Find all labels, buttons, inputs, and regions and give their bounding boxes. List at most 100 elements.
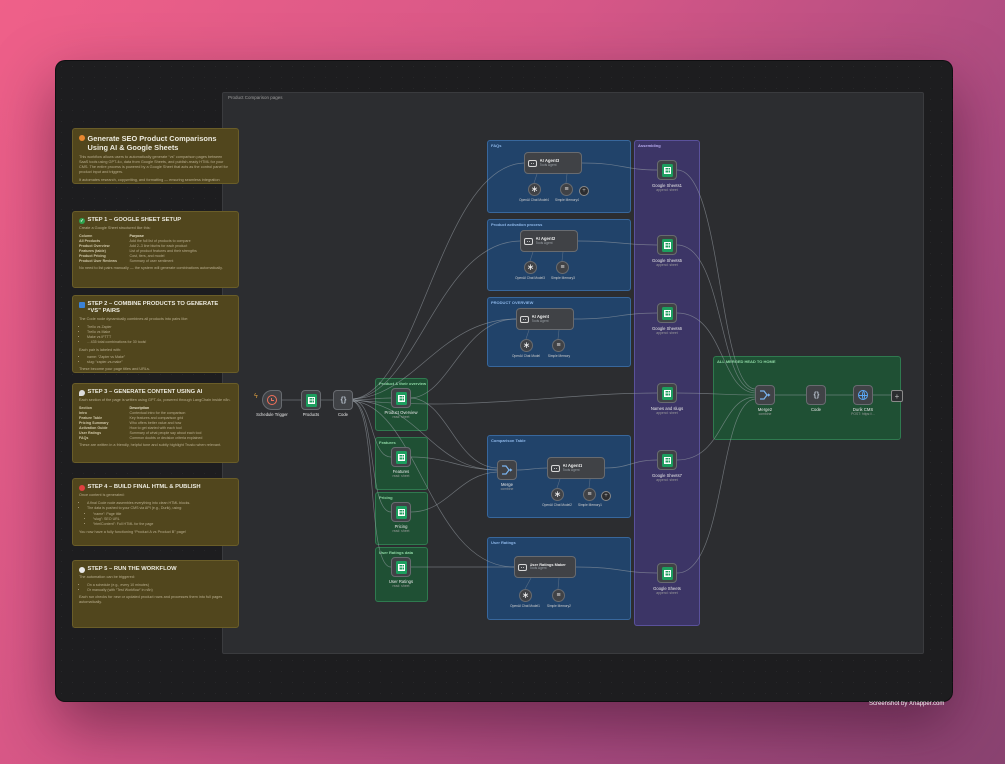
memory-icon — [560, 264, 564, 271]
node-label: Names and slugs append: sheet — [650, 406, 684, 416]
group-label: Features — [379, 440, 396, 445]
openai-icon — [554, 490, 562, 499]
sticky-note-step3[interactable]: STEP 3 – GENERATE CONTENT USING AI Each … — [72, 383, 239, 463]
sticky-note-step2[interactable]: STEP 2 – COMBINE PRODUCTS TO GENERATE “V… — [72, 295, 239, 373]
node-label: Durik CMS POST: https://... — [851, 407, 875, 417]
group-label: FAQs — [491, 143, 502, 148]
node-google-sheets[interactable] — [657, 563, 677, 583]
node-label: Google Sheets append: sheet — [653, 586, 681, 596]
speech-bubble-icon — [79, 390, 85, 396]
note-title: STEP 1 – GOOGLE SHEET SETUP — [79, 217, 232, 224]
node-google-sheets1[interactable] — [657, 160, 677, 180]
memory-icon — [556, 342, 560, 349]
clock-icon — [267, 395, 277, 405]
table-header-row: Section Description — [79, 405, 150, 410]
node-google-sheets6[interactable] — [657, 303, 677, 323]
table-row: FAQs Common doubts or decision criteria e… — [79, 435, 203, 440]
table-row: Product User Reviews Summary of user sent… — [79, 258, 174, 263]
group-product-overview-data[interactable]: Product & their overview — [375, 378, 428, 431]
sticky-note-intro[interactable]: Generate SEO Product Comparisons Using A… — [72, 128, 239, 184]
node-user-ratings[interactable] — [391, 557, 411, 577]
node-simple-memory2[interactable] — [552, 589, 565, 602]
node-merge2[interactable] — [755, 385, 775, 405]
node-label: OpenAI Chat Model3 — [515, 276, 545, 280]
note-body: This workflow allows users to automatica… — [79, 154, 228, 175]
google-sheets-icon — [395, 450, 407, 464]
group-label: Comparison Table — [491, 438, 526, 443]
node-ai-agent[interactable]: AI Agent Tools Agent — [516, 308, 574, 330]
table-row: Features (table) List of product features… — [79, 248, 197, 253]
robot-icon — [528, 159, 537, 167]
node-code[interactable] — [333, 390, 353, 410]
node-durik-cms[interactable] — [853, 385, 873, 405]
note-list: On a schedule (e.g., every 10 minutes) O… — [87, 583, 232, 593]
node-label: Merge2 combine — [757, 407, 773, 417]
node-label: Google Sheets6 append: sheet — [651, 326, 683, 336]
node-merge[interactable] — [497, 460, 517, 480]
node-openai-chat-model2[interactable] — [551, 488, 564, 501]
node-product-overview[interactable] — [391, 388, 411, 408]
node-code-final[interactable] — [806, 385, 826, 405]
node-label: Google Sheets1 append: sheet — [651, 183, 683, 193]
node-simple-memory3[interactable] — [556, 261, 569, 274]
tangerine-icon — [79, 135, 85, 141]
group-user-ratings[interactable]: User Ratings — [487, 537, 631, 620]
group-label: Product activation process — [491, 222, 543, 227]
node-label: OpenAI Chat Model1 — [510, 604, 540, 608]
sticky-note-step5[interactable]: STEP 5 – RUN THE WORKFLOW The automation… — [72, 560, 239, 628]
node-openai-chat-model1[interactable] — [519, 589, 532, 602]
sticky-note-step4[interactable]: STEP 4 – BUILD FINAL HTML & PUBLISH Once… — [72, 478, 239, 546]
google-sheets-icon — [661, 163, 673, 177]
group-label: Pricing — [379, 495, 393, 500]
note-list: “name”: Page title “slug”: SEO URL “html… — [93, 512, 232, 528]
node-names-and-slugs[interactable] — [657, 383, 677, 403]
workflow-panel-title: Product Comparison pages — [228, 95, 283, 100]
note-body: It automates research, copywriting, and … — [79, 177, 220, 182]
node-label: OpenAI Chat Model4 — [519, 198, 549, 202]
table-row: All Products Add the full list of product… — [79, 238, 191, 243]
note-title: STEP 3 – GENERATE CONTENT USING AI — [79, 389, 232, 396]
note-body: Each pair is labeled with: — [79, 347, 121, 352]
node-simple-memory[interactable] — [552, 339, 565, 352]
add-node-button[interactable] — [891, 390, 903, 402]
note-list: name: “Zapier vs Make” slug: “zapier-vs-… — [87, 355, 232, 365]
node-google-sheets7[interactable] — [657, 450, 677, 470]
node-simple-memory4[interactable] — [560, 183, 573, 196]
memory-icon — [564, 186, 568, 193]
openai-icon — [527, 263, 535, 272]
group-label: ALL MERGED HEAD TO HOME — [717, 359, 776, 364]
note-footer: These are written in a friendly, helpful… — [79, 442, 222, 447]
robot-icon — [524, 237, 533, 245]
node-ai-agent1[interactable]: AI Agent1 Tools Agent — [547, 457, 605, 479]
note-body: Each section of the page is written usin… — [79, 398, 231, 403]
node-simple-memory1[interactable] — [583, 488, 596, 501]
group-assembling[interactable]: Assembling — [634, 140, 700, 626]
node-openai-chat-model[interactable] — [520, 339, 533, 352]
google-sheets-icon — [661, 566, 673, 580]
add-tool-button[interactable] — [601, 491, 611, 501]
node-pricing[interactable] — [391, 502, 411, 522]
node-ai-agent2[interactable]: AI Agent2 Tools Agent — [520, 230, 578, 252]
globe-icon — [858, 390, 868, 400]
node-label: Schedule Trigger — [256, 412, 288, 417]
node-label: Code — [337, 412, 349, 417]
node-products[interactable] — [301, 390, 321, 410]
node-label: Pricing read: sheet — [392, 524, 410, 534]
node-openai-chat-model4[interactable] — [528, 183, 541, 196]
table-row: Product Pricing Cost, tiers, and model — [79, 253, 165, 258]
sticky-note-step1[interactable]: STEP 1 – GOOGLE SHEET SETUP Create a Goo… — [72, 211, 239, 288]
node-ai-agent3[interactable]: AI Agent3 Tools Agent — [524, 152, 582, 174]
node-label: Simple Memory4 — [555, 198, 579, 202]
node-openai-chat-model3[interactable] — [524, 261, 537, 274]
node-google-sheets5[interactable] — [657, 235, 677, 255]
node-features[interactable] — [391, 447, 411, 467]
node-user-ratings-maker[interactable]: User Ratings Maker Tools Agent — [514, 556, 576, 578]
node-schedule-trigger[interactable] — [262, 390, 282, 410]
add-tool-button[interactable] — [579, 186, 589, 196]
robot-icon — [520, 315, 529, 323]
google-sheets-icon — [661, 386, 673, 400]
note-footer: Each run checks for new or updated produ… — [79, 594, 223, 605]
memory-icon — [587, 491, 591, 498]
